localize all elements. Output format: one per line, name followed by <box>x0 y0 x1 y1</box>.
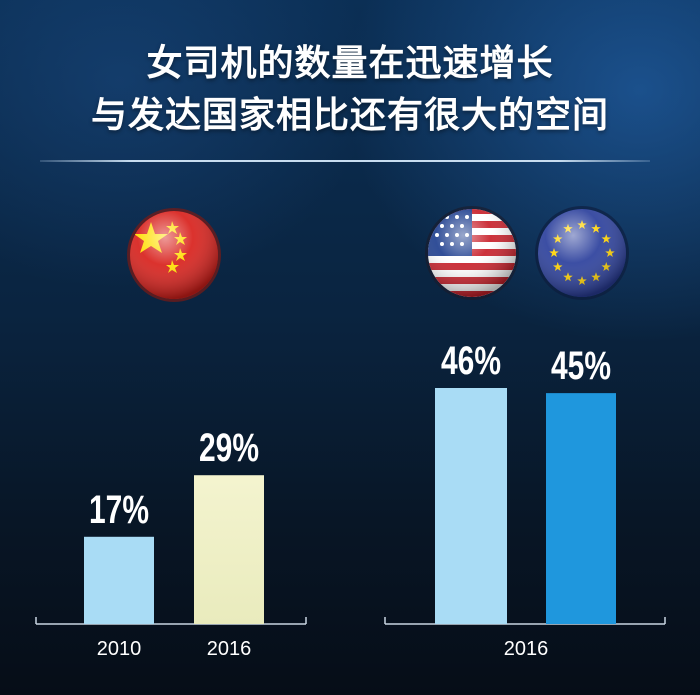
title-divider <box>40 160 650 162</box>
bar-usa-2016 <box>435 388 507 624</box>
eu-flag-icon <box>535 206 629 300</box>
bar-eu-2016-label: 45% <box>551 344 611 388</box>
bar-usa-2016-label: 46% <box>441 339 501 383</box>
bar-china-2010-label: 17% <box>89 488 149 532</box>
title-line-2: 与发达国家相比还有很大的空间 <box>90 95 609 136</box>
usa-flag-icon <box>425 206 519 300</box>
tick-label-china-2016: 2016 <box>207 638 252 660</box>
china-flag-icon <box>127 208 221 302</box>
bar-china-2010 <box>84 536 154 624</box>
tick-label-usa-eu-2016: 2016 <box>504 638 549 660</box>
usa-eu-axis <box>384 617 666 625</box>
tick-label-2010: 2010 <box>97 638 142 660</box>
bar-china-2016 <box>194 475 264 624</box>
bar-china-2016-label: 29% <box>199 426 259 470</box>
china-axis <box>35 617 307 625</box>
title-line-1: 女司机的数量在迅速增长 <box>146 43 554 84</box>
bar-eu-2016 <box>546 393 616 624</box>
